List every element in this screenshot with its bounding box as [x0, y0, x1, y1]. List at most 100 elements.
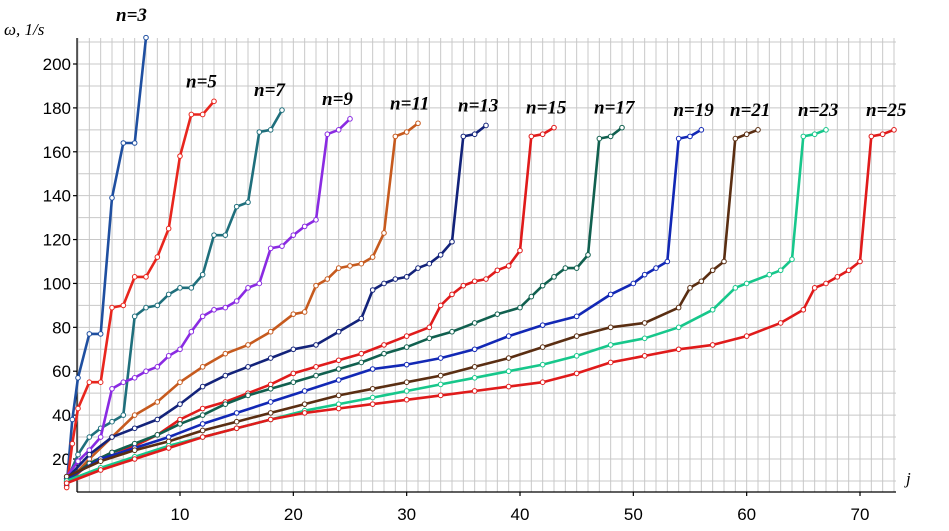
data-point [199, 364, 206, 370]
data-point [573, 333, 580, 339]
series-line [65, 100, 215, 488]
data-point [301, 388, 308, 394]
data-point [358, 315, 365, 322]
data-point [415, 120, 421, 127]
data-point [369, 287, 376, 293]
data-point [109, 418, 115, 425]
data-point [800, 306, 807, 313]
data-point [245, 364, 251, 370]
data-point [335, 127, 342, 133]
data-point [585, 252, 591, 258]
data-point [426, 324, 433, 331]
data-point [437, 302, 444, 309]
data-point [607, 359, 614, 366]
data-point [143, 274, 149, 280]
data-point [653, 265, 659, 271]
data-point [437, 381, 444, 388]
data-point [471, 131, 478, 138]
data-point [551, 124, 557, 131]
data-point [539, 282, 546, 289]
series-label: n=13 [458, 95, 498, 116]
tick-labels: 20 40 60 80 100 120 140 160 180 200 10 20 30 40 50 60 70 [43, 55, 870, 524]
y-tick-label: 20 [52, 450, 71, 469]
data-point [177, 153, 183, 159]
data-point [800, 133, 807, 140]
data-point [154, 416, 161, 423]
data-point [369, 385, 376, 392]
data-point [120, 140, 127, 146]
series-label: n=7 [254, 80, 286, 101]
data-point [449, 328, 455, 335]
data-point [381, 342, 387, 348]
data-point [460, 133, 467, 140]
data-point [369, 394, 376, 401]
data-point [539, 322, 546, 328]
data-point [426, 260, 433, 267]
data-point [573, 370, 580, 377]
data-point [131, 375, 138, 381]
data-point [199, 427, 206, 434]
data-point [165, 353, 172, 359]
data-point [675, 324, 682, 331]
data-point [301, 401, 308, 407]
y-tick-label: 120 [43, 231, 71, 250]
data-point [437, 355, 444, 361]
data-point [403, 388, 410, 394]
y-tick-label: 200 [43, 55, 71, 74]
data-point [267, 328, 274, 335]
data-point [403, 396, 410, 403]
data-point [607, 324, 614, 331]
data-point [369, 366, 376, 372]
data-point [743, 131, 750, 138]
y-tick-label: 60 [52, 362, 71, 381]
y-tick-label: 40 [52, 406, 71, 425]
data-point [131, 412, 138, 418]
x-tick-label: 20 [284, 505, 303, 524]
data-point [505, 383, 512, 390]
data-point [539, 361, 546, 368]
data-point [69, 416, 76, 423]
data-point [471, 375, 478, 381]
series-n-13 [63, 122, 489, 482]
data-point [120, 412, 127, 418]
data-point [75, 451, 81, 458]
data-point [188, 111, 195, 118]
data-point [494, 267, 501, 274]
data-point [698, 127, 705, 133]
series-labels: n=3 n=5 n=7 n=9 n=11 n=13 n=15 n=17 n=19 n=21 n=23… [116, 5, 907, 121]
series-n-3 [63, 34, 149, 489]
data-point [267, 385, 274, 392]
data-point [86, 331, 93, 337]
data-point [823, 280, 829, 287]
y-tick-label: 80 [52, 318, 71, 337]
data-point [494, 311, 501, 317]
data-point [199, 271, 206, 278]
data-point [347, 116, 353, 122]
data-point [131, 313, 138, 320]
data-point [358, 260, 365, 267]
data-point [131, 140, 138, 146]
data-point [109, 195, 115, 201]
data-point [75, 375, 81, 381]
data-point [857, 258, 863, 265]
data-point [301, 223, 308, 230]
data-point [131, 456, 138, 462]
data-point [437, 372, 444, 379]
y-tick-label: 100 [43, 274, 71, 293]
data-point [290, 346, 297, 353]
data-point [426, 335, 433, 342]
data-point [471, 278, 478, 285]
data-point [687, 285, 693, 291]
data-point [403, 129, 410, 135]
data-point [335, 357, 342, 364]
data-point [233, 425, 240, 432]
data-point [165, 445, 172, 451]
data-point [358, 359, 365, 366]
series-label: n=9 [322, 89, 353, 110]
data-point [154, 399, 161, 405]
data-point [551, 274, 557, 280]
data-point [471, 320, 478, 326]
data-point [199, 313, 206, 320]
x-tick-label: 40 [511, 505, 530, 524]
